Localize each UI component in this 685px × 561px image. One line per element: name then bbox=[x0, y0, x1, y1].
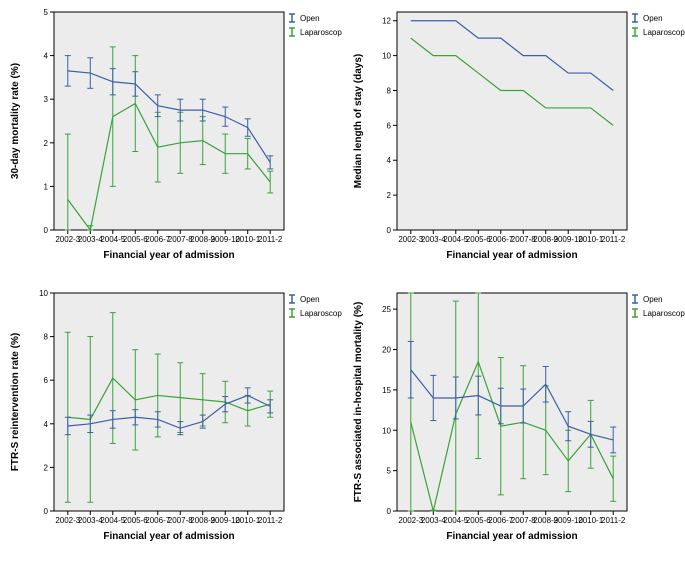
svg-text:2010-1: 2010-1 bbox=[578, 516, 603, 525]
svg-text:Financial year of admission: Financial year of admission bbox=[446, 250, 577, 261]
svg-text:2: 2 bbox=[386, 191, 391, 200]
svg-text:Financial year of admission: Financial year of admission bbox=[446, 531, 577, 542]
chart-grid: 0123452002-32003-42004-52005-62006-72007… bbox=[0, 0, 685, 561]
svg-text:25: 25 bbox=[382, 305, 391, 314]
svg-text:0: 0 bbox=[386, 226, 391, 235]
svg-text:Financial year of admission: Financial year of admission bbox=[103, 531, 234, 542]
svg-text:2011-2: 2011-2 bbox=[601, 235, 626, 244]
svg-text:15: 15 bbox=[382, 385, 391, 394]
svg-text:1: 1 bbox=[44, 182, 49, 191]
svg-text:Laparoscopic: Laparoscopic bbox=[300, 309, 342, 318]
svg-text:10: 10 bbox=[382, 426, 391, 435]
svg-text:12: 12 bbox=[382, 17, 391, 26]
svg-text:10: 10 bbox=[382, 52, 391, 61]
svg-text:10: 10 bbox=[39, 289, 48, 298]
svg-text:2010-1: 2010-1 bbox=[235, 235, 260, 244]
svg-text:Open: Open bbox=[643, 295, 663, 304]
svg-text:2011-2: 2011-2 bbox=[258, 516, 283, 525]
svg-text:0: 0 bbox=[44, 507, 49, 516]
svg-text:8: 8 bbox=[44, 332, 49, 341]
svg-text:3: 3 bbox=[44, 95, 49, 104]
svg-text:FTR-S reintervention rate (%): FTR-S reintervention rate (%) bbox=[10, 332, 21, 470]
svg-text:Open: Open bbox=[300, 295, 320, 304]
svg-text:6: 6 bbox=[44, 376, 49, 385]
svg-text:Median length of stay (days): Median length of stay (days) bbox=[353, 54, 364, 188]
svg-text:Laparoscopic: Laparoscopic bbox=[643, 309, 685, 318]
svg-text:5: 5 bbox=[44, 8, 49, 17]
svg-text:2011-2: 2011-2 bbox=[258, 235, 283, 244]
panel-length-of-stay: 0246810122002-32003-42004-52005-62006-72… bbox=[343, 0, 685, 281]
svg-text:8: 8 bbox=[386, 86, 391, 95]
svg-text:Open: Open bbox=[300, 14, 320, 23]
svg-text:4: 4 bbox=[44, 419, 49, 428]
svg-text:6: 6 bbox=[386, 121, 391, 130]
panel-mortality-rate: 0123452002-32003-42004-52005-62006-72007… bbox=[0, 0, 343, 281]
svg-text:Laparoscopic: Laparoscopic bbox=[300, 28, 342, 37]
svg-text:2: 2 bbox=[44, 463, 49, 472]
panel-inhospital-mortality: 05101520252002-32003-42004-52005-62006-7… bbox=[343, 281, 685, 561]
svg-text:2011-2: 2011-2 bbox=[601, 516, 626, 525]
svg-text:Open: Open bbox=[643, 14, 663, 23]
svg-text:2010-1: 2010-1 bbox=[578, 235, 603, 244]
svg-text:Financial year of admission: Financial year of admission bbox=[103, 250, 234, 261]
svg-text:4: 4 bbox=[44, 52, 49, 61]
svg-text:5: 5 bbox=[386, 466, 391, 475]
svg-text:Laparoscopic: Laparoscopic bbox=[643, 28, 685, 37]
svg-text:0: 0 bbox=[44, 226, 49, 235]
svg-text:4: 4 bbox=[386, 156, 391, 165]
svg-text:0: 0 bbox=[386, 507, 391, 516]
svg-text:30-day mortality rate (%): 30-day mortality rate (%) bbox=[10, 63, 21, 179]
svg-text:2: 2 bbox=[44, 139, 49, 148]
svg-text:20: 20 bbox=[382, 345, 391, 354]
svg-text:2010-1: 2010-1 bbox=[235, 516, 260, 525]
panel-reintervention-rate: 02468102002-32003-42004-52005-62006-7200… bbox=[0, 281, 343, 561]
svg-text:FTR-S associated in-hospital m: FTR-S associated in-hospital mortality (… bbox=[353, 301, 364, 502]
